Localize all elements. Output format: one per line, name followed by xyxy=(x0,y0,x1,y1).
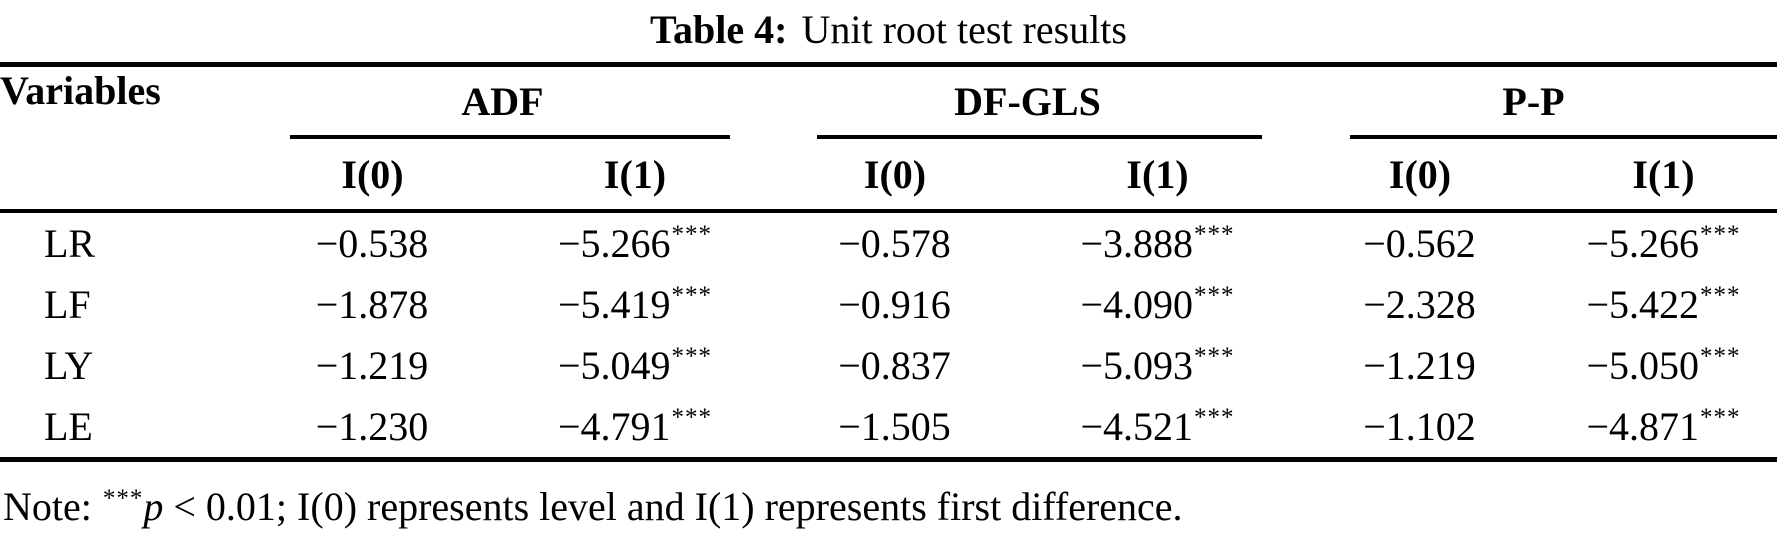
cell-value: −5.266*** xyxy=(1550,211,1777,274)
pp-underline-rule xyxy=(1350,135,1777,139)
note-text: < 0.01; I(0) represents level and I(1) r… xyxy=(163,484,1183,529)
group-header-adf: ADF xyxy=(461,78,544,124)
cell-value: −5.049*** xyxy=(505,335,765,396)
dfgls-underline xyxy=(765,135,1290,139)
column-header-variables: Variables xyxy=(0,64,240,213)
statistic: −1.219 xyxy=(315,342,429,388)
statistic: −0.538 xyxy=(315,220,429,266)
cell-value: −0.578 xyxy=(765,211,1025,274)
pp-underline xyxy=(1290,135,1777,139)
statistic: −4.791 xyxy=(557,403,671,449)
statistic: −5.049 xyxy=(557,342,671,388)
table-row-lr: LR −0.538 −5.266*** −0.578 −3.888*** −0.… xyxy=(0,211,1777,274)
cell-value: −3.888*** xyxy=(1025,211,1290,274)
group-underline-row xyxy=(0,135,1777,139)
row-label: LY xyxy=(44,342,94,388)
statistic: −1.102 xyxy=(1363,403,1476,449)
row-label: LE xyxy=(0,396,240,462)
subheader-dfgls-i1: I(1) xyxy=(1025,139,1290,213)
row-label: LR xyxy=(44,220,96,266)
cell-value: −0.562 xyxy=(1290,211,1550,274)
significance-stars: *** xyxy=(1194,403,1235,431)
group-header-pp: P-P xyxy=(1502,78,1565,124)
cell-value: −4.871*** xyxy=(1550,396,1777,462)
cell-value: −5.419*** xyxy=(505,274,765,335)
statistic: −4.090 xyxy=(1080,281,1194,327)
subheader-dfgls-i0: I(0) xyxy=(765,139,1025,213)
significance-stars: *** xyxy=(1700,281,1741,309)
subheader-pp-i1: I(1) xyxy=(1550,139,1777,213)
adf-underline xyxy=(240,135,765,139)
table-row-le: LE −1.230 −4.791*** −1.505 −4.521*** −1.… xyxy=(0,396,1777,462)
statistic: −4.521 xyxy=(1080,403,1194,449)
significance-stars: *** xyxy=(1700,342,1741,370)
subheader-row: I(0) I(1) I(0) I(1) I(0) I(1) xyxy=(0,139,1777,213)
table-note: Note: ***p < 0.01; I(0) represents level… xyxy=(0,483,1777,531)
table-caption-number: Table 4: xyxy=(650,7,788,52)
statistic: −0.578 xyxy=(838,220,951,266)
adf-underline-rule xyxy=(290,135,730,139)
subheader-adf-i0: I(0) xyxy=(240,139,505,213)
table-caption-title: Unit root test results xyxy=(801,7,1127,52)
cell-value: −2.328 xyxy=(1290,274,1550,335)
significance-stars: *** xyxy=(1194,342,1235,370)
cell-value: −1.219 xyxy=(240,335,505,396)
statistic: −3.888 xyxy=(1080,220,1194,266)
note-p-symbol: p xyxy=(143,484,164,529)
table-row-lf: LF −1.878 −5.419*** −0.916 −4.090*** −2.… xyxy=(0,274,1777,335)
statistic: −5.266 xyxy=(1586,220,1700,266)
unit-root-test-table: Variables ADF DF-GLS P-P I(0) I(1) I(0) … xyxy=(0,62,1777,462)
table-caption: Table 4: Unit root test results xyxy=(0,0,1777,60)
note-significance-stars: *** xyxy=(102,485,144,512)
statistic: −0.837 xyxy=(838,342,951,388)
subheader-pp-i0: I(0) xyxy=(1290,139,1550,213)
statistic: −5.266 xyxy=(557,220,671,266)
cell-value: −1.878 xyxy=(240,274,505,335)
significance-stars: *** xyxy=(671,220,713,248)
cell-value: −1.505 xyxy=(765,396,1025,462)
statistic: −5.050 xyxy=(1586,342,1700,388)
statistic: −1.505 xyxy=(838,403,951,449)
cell-value: −5.422*** xyxy=(1550,274,1777,335)
significance-stars: *** xyxy=(1194,281,1235,309)
statistic: −0.916 xyxy=(838,281,951,327)
significance-stars: *** xyxy=(671,342,713,370)
cell-value: −4.090*** xyxy=(1025,274,1290,335)
significance-stars: *** xyxy=(1700,220,1741,248)
significance-stars: *** xyxy=(671,403,713,431)
cell-value: −5.050*** xyxy=(1550,335,1777,396)
cell-value: −4.521*** xyxy=(1025,396,1290,462)
statistic: −5.093 xyxy=(1080,342,1194,388)
cell-value: −1.230 xyxy=(240,396,505,462)
statistic: −1.878 xyxy=(315,281,429,327)
cell-value: −1.102 xyxy=(1290,396,1550,462)
dfgls-underline-rule xyxy=(817,135,1262,139)
subheader-adf-i1: I(1) xyxy=(505,139,765,213)
statistic: −2.328 xyxy=(1363,281,1476,327)
cell-value: −4.791*** xyxy=(505,396,765,462)
cell-value: −0.916 xyxy=(765,274,1025,335)
statistic: −1.219 xyxy=(1363,342,1476,388)
statistic: −4.871 xyxy=(1586,403,1700,449)
cell-value: −0.538 xyxy=(240,211,505,274)
statistic: −5.419 xyxy=(557,281,671,327)
statistic: −0.562 xyxy=(1363,220,1476,266)
significance-stars: *** xyxy=(1194,220,1235,248)
note-prefix: Note: xyxy=(3,484,102,529)
cell-value: −1.219 xyxy=(1290,335,1550,396)
cell-value: −0.837 xyxy=(765,335,1025,396)
row-label: LF xyxy=(44,281,91,327)
cell-value: −5.093*** xyxy=(1025,335,1290,396)
statistic: −5.422 xyxy=(1586,281,1700,327)
significance-stars: *** xyxy=(1700,403,1741,431)
group-header-dfgls: DF-GLS xyxy=(954,78,1101,124)
table-row-ly: LY −1.219 −5.049*** −0.837 −5.093*** −1.… xyxy=(0,335,1777,396)
significance-stars: *** xyxy=(671,281,713,309)
statistic: −1.230 xyxy=(315,403,429,449)
group-header-row: Variables ADF DF-GLS P-P xyxy=(0,64,1777,213)
cell-value: −5.266*** xyxy=(505,211,765,274)
